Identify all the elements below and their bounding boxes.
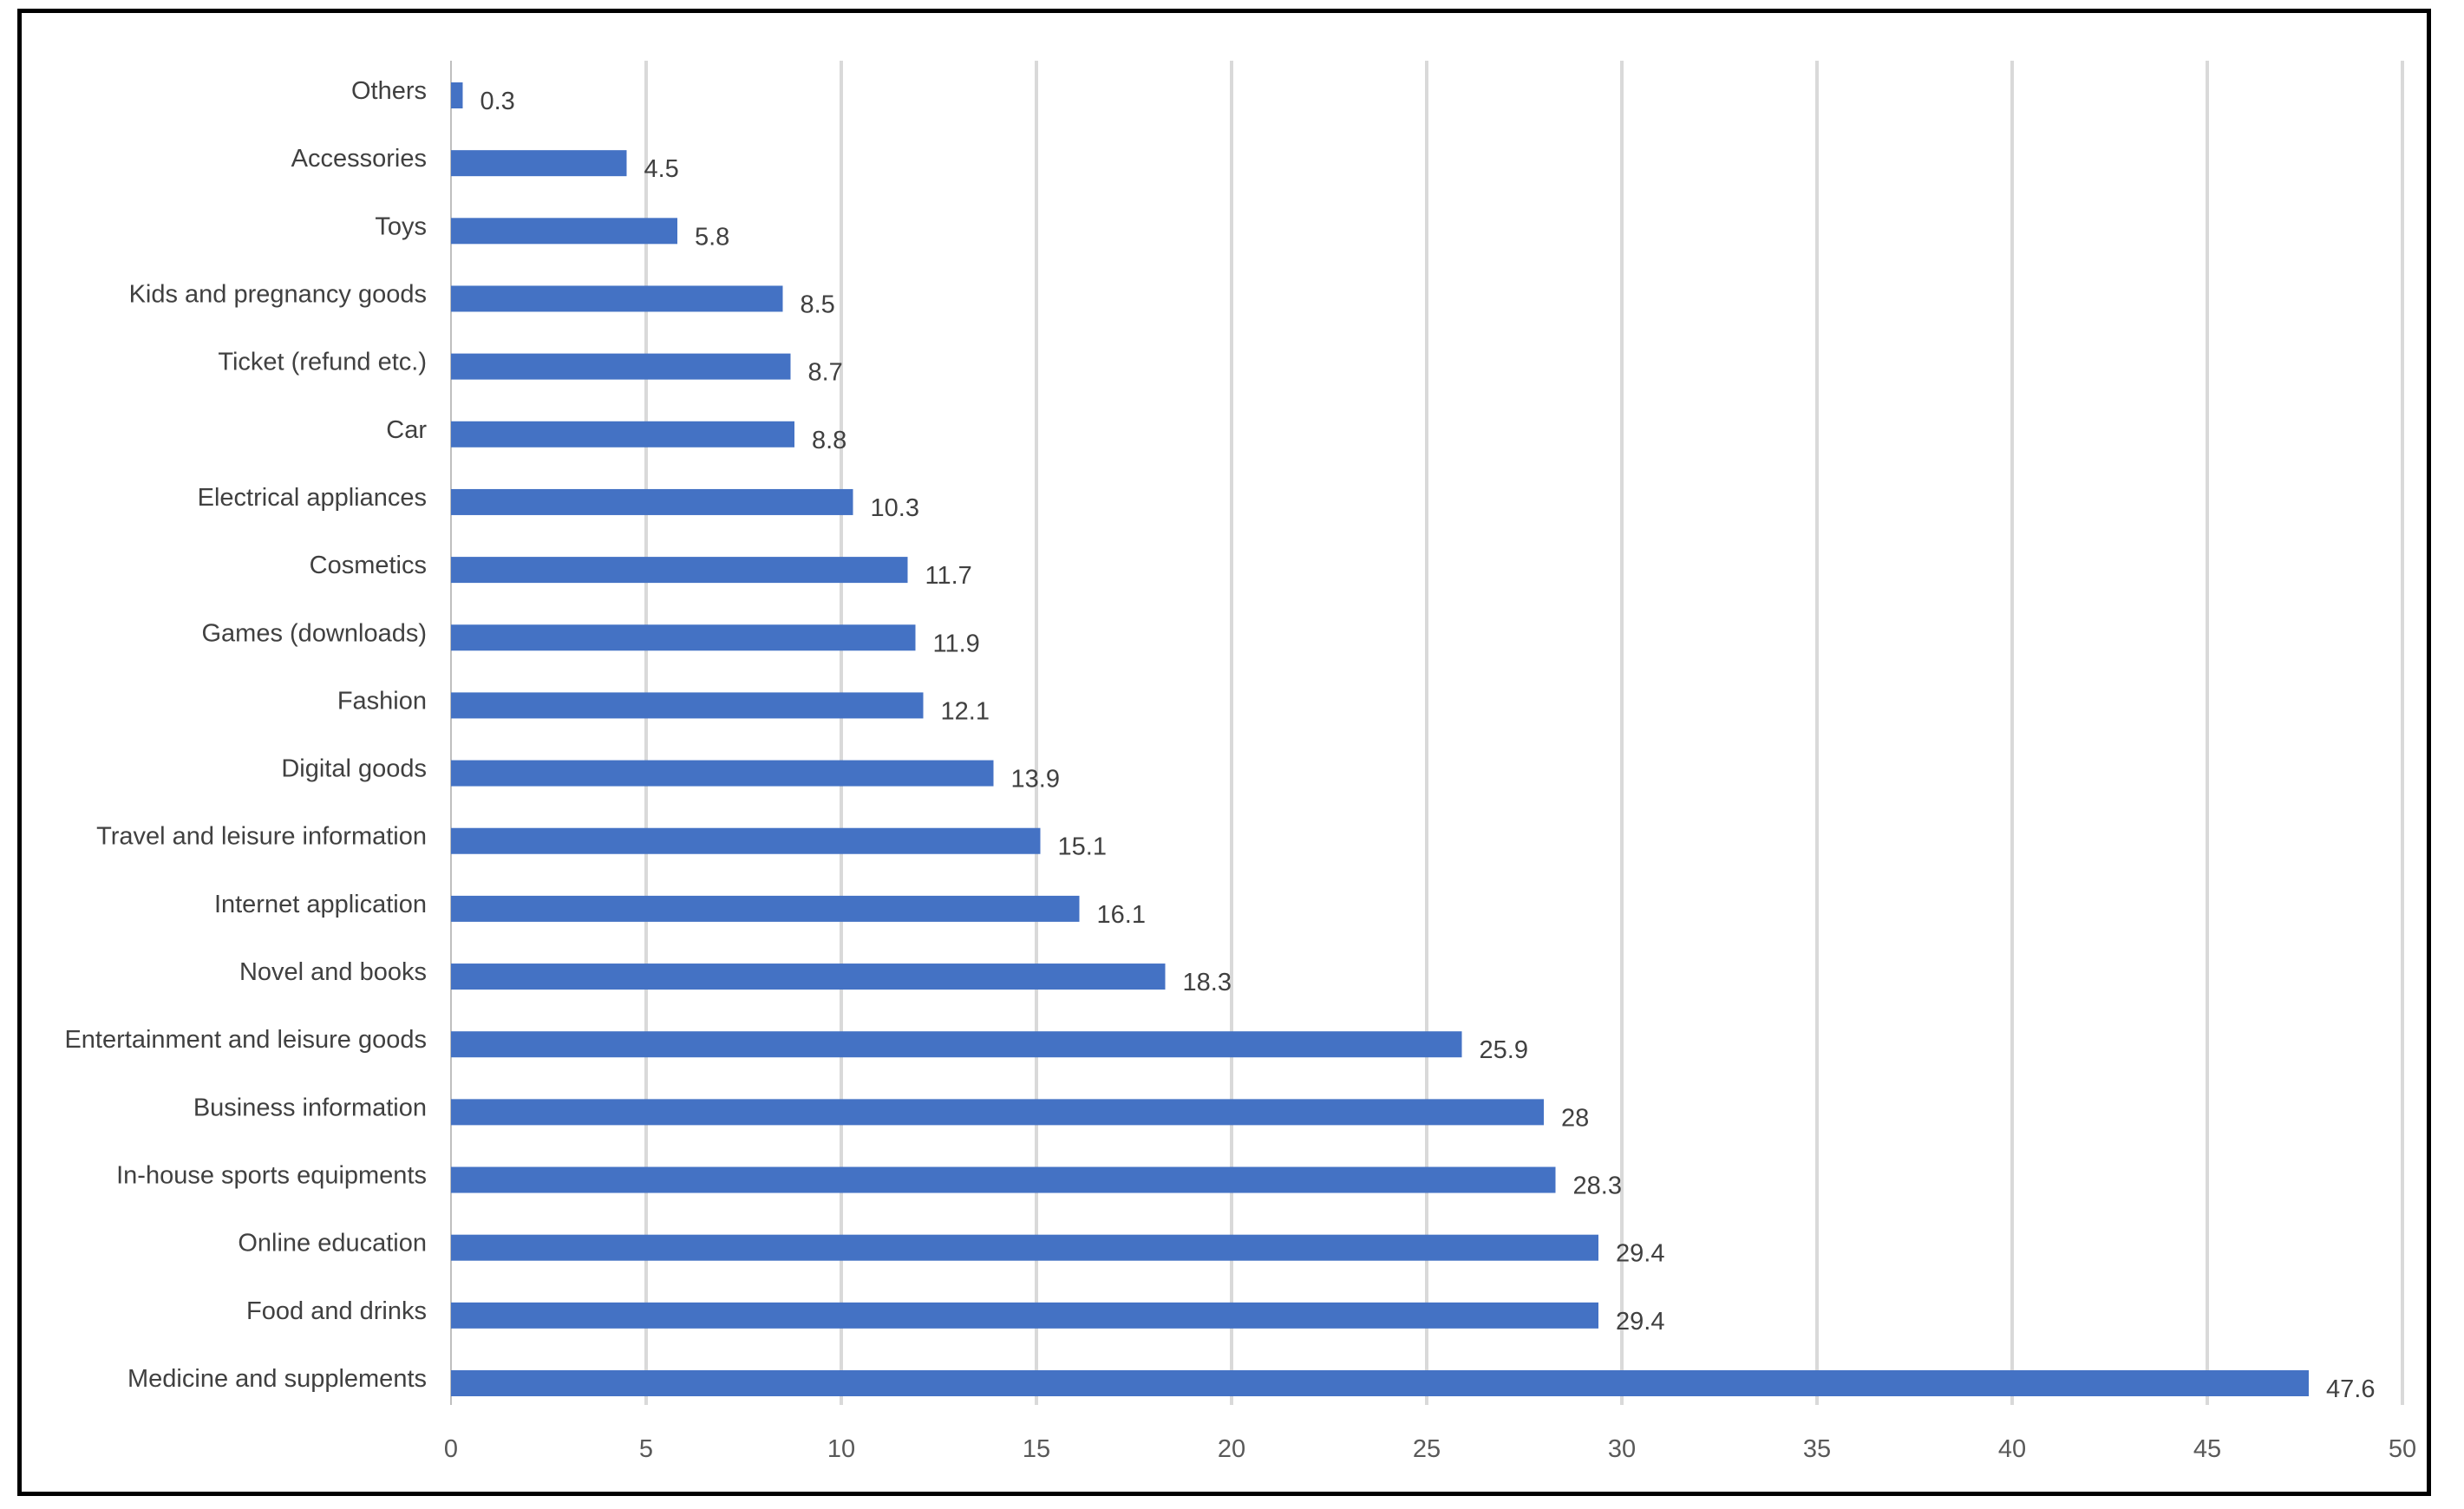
bar: [451, 353, 791, 380]
bar: [451, 895, 1080, 922]
bar: [451, 421, 794, 447]
data-label: 4.5: [644, 155, 679, 183]
bar: [451, 218, 677, 245]
category-label: Medicine and supplements: [127, 1365, 427, 1393]
category-label: Ticket (refund etc.): [218, 349, 427, 376]
data-label: 8.5: [801, 291, 835, 318]
data-label: 10.3: [871, 494, 919, 522]
data-label: 25.9: [1480, 1036, 1528, 1064]
bar: [451, 624, 916, 651]
x-tick-label: 5: [639, 1435, 653, 1463]
data-label: 47.6: [2326, 1375, 2375, 1403]
category-label: In-house sports equipments: [116, 1162, 427, 1190]
category-label: Entertainment and leisure goods: [64, 1026, 427, 1054]
bar: [451, 557, 908, 584]
bar: [451, 1302, 1598, 1329]
bar: [451, 1166, 1556, 1193]
category-label: Games (downloads): [202, 619, 428, 647]
data-label: 8.7: [808, 359, 843, 387]
bar: [451, 827, 1041, 854]
x-tick-label: 25: [1413, 1435, 1441, 1463]
bar: [451, 1099, 1544, 1126]
bar: [451, 1370, 2309, 1396]
data-label: 18.3: [1183, 969, 1232, 996]
x-tick-label: 15: [1023, 1435, 1050, 1463]
category-label: Digital goods: [281, 755, 427, 783]
bar: [451, 488, 853, 515]
x-tick-label: 20: [1218, 1435, 1245, 1463]
category-label: Internet application: [214, 891, 427, 918]
data-label: 29.4: [1616, 1240, 1664, 1268]
labels: 0 5 10 15 20 25 30 35 40 45 50 Others 0.3 Accessories…: [64, 77, 2416, 1463]
category-label: Others: [351, 77, 427, 105]
bar: [451, 760, 994, 787]
data-label: 28: [1561, 1104, 1589, 1132]
data-label: 8.8: [812, 427, 846, 454]
category-label: Fashion: [337, 687, 427, 715]
category-label: Electrical appliances: [198, 484, 427, 512]
bar: [451, 692, 924, 719]
bar: [451, 964, 1166, 990]
category-label: Car: [386, 416, 427, 444]
category-label: Kids and pregnancy goods: [129, 280, 427, 308]
data-label: 16.1: [1097, 901, 1146, 929]
x-tick-label: 45: [2193, 1435, 2221, 1463]
data-label: 13.9: [1011, 766, 1060, 794]
gridlines: [450, 61, 2404, 1405]
category-label: Travel and leisure information: [96, 823, 427, 851]
data-label: 11.7: [925, 562, 972, 590]
data-label: 11.9: [933, 630, 980, 657]
bar: [451, 150, 627, 177]
x-tick-label: 10: [827, 1435, 855, 1463]
data-label: 12.1: [941, 697, 990, 725]
bar-chart: 0 5 10 15 20 25 30 35 40 45 50 Others 0.3 Accessories…: [64, 61, 2416, 1463]
category-label: Cosmetics: [310, 552, 427, 579]
x-tick-label: 35: [1803, 1435, 1831, 1463]
data-label: 28.3: [1573, 1173, 1622, 1200]
data-label: 15.1: [1058, 833, 1107, 861]
x-tick-label: 0: [444, 1435, 458, 1463]
x-tick-label: 50: [2389, 1435, 2416, 1463]
category-label: Business information: [193, 1094, 427, 1121]
category-label: Online education: [238, 1230, 427, 1258]
data-label: 29.4: [1616, 1308, 1664, 1336]
bar: [451, 285, 783, 312]
category-label: Food and drinks: [246, 1297, 427, 1325]
bar: [451, 82, 463, 108]
bar: [451, 1031, 1462, 1058]
category-label: Novel and books: [239, 958, 427, 986]
chart-frame: 0 5 10 15 20 25 30 35 40 45 50 Others 0.3 Accessories…: [17, 9, 2431, 1496]
data-label: 5.8: [695, 223, 729, 251]
x-tick-label: 30: [1608, 1435, 1636, 1463]
bar: [451, 1234, 1598, 1261]
data-label: 0.3: [480, 88, 515, 115]
category-label: Accessories: [291, 145, 427, 173]
x-tick-label: 40: [1998, 1435, 2026, 1463]
category-label: Toys: [375, 212, 427, 240]
bars: [451, 82, 2309, 1396]
